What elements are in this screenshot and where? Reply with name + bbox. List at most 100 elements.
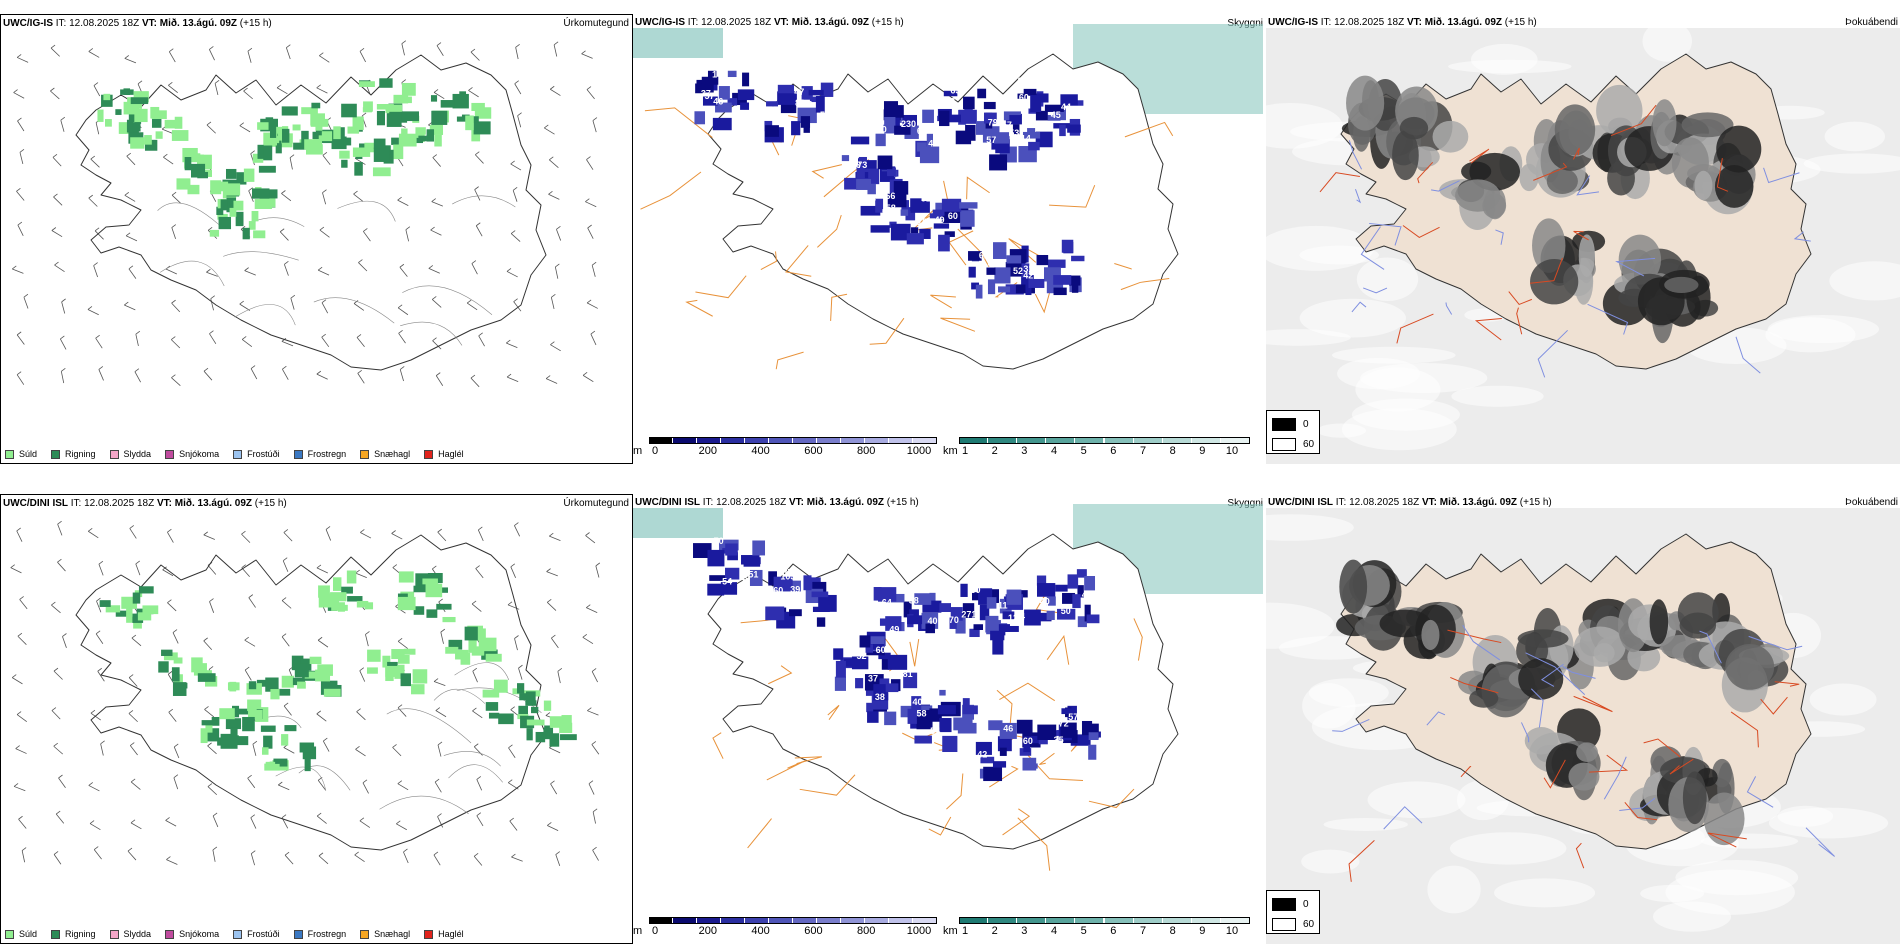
cloud-base-label: 54 [930, 726, 940, 736]
legend-label: Frostregn [307, 929, 347, 939]
cloud-base-label: 57 [1068, 712, 1078, 722]
colorbar-tick-label: 6 [1110, 445, 1117, 457]
colorbar-frame [959, 917, 1250, 924]
colorbar-tick-label: 1 [961, 925, 969, 937]
fog-key-swatch [1272, 438, 1296, 451]
legend-item: Slydda [109, 929, 152, 939]
cloud-base-label: 53 [1009, 128, 1019, 138]
cloud-base-label: 70 [987, 258, 997, 268]
fog-panel-row1: UWC/IG-IS IT: 12.08.2025 18Z VT: Mið. 13… [1266, 14, 1900, 464]
cloud-base-label: 46 [946, 582, 956, 592]
colorbar-segment [649, 437, 673, 444]
colorbar-segment [721, 437, 745, 444]
colorbar-segment [1104, 437, 1134, 444]
cloud-base-label: 70 [949, 615, 959, 625]
colorbar-segment [817, 437, 841, 444]
legend-item: Rigning [51, 449, 96, 459]
fog-key-swatch [1272, 418, 1296, 431]
colorbar-segment [1046, 917, 1076, 924]
colorbar-segment [1191, 917, 1221, 924]
cloud-base-label: 38 [875, 692, 885, 702]
fog-key-swatch [1272, 898, 1296, 911]
visibility-colorbar: km 1 2 3 4 5 6 7 8 9 10 [943, 437, 1250, 459]
cloud-base-label: 61 [917, 126, 927, 136]
colorbar-tick-label: 600 [804, 925, 823, 937]
visibility-panel-row1: UWC/IG-IS IT: 12.08.2025 18Z VT: Mið. 13… [633, 14, 1266, 464]
cloud-base-label: 57 [1002, 120, 1012, 130]
cloud-base-label: 47 [794, 87, 804, 97]
colorbar-unit: km [943, 925, 958, 937]
cloud-base-label: 45 [1051, 110, 1061, 120]
legend-swatch [293, 449, 303, 459]
cloud-base-label: 54 [722, 577, 732, 587]
legend-swatch [360, 929, 370, 939]
precip-map [10, 520, 601, 866]
legend-swatch [109, 929, 119, 939]
legend-label: Snæhagl [374, 449, 411, 459]
colorbar-segment [1075, 917, 1105, 924]
fog-key-label: 0 [1303, 419, 1309, 430]
colorbar-tick-label: 10 [1225, 925, 1239, 937]
visibility-panel-row2: UWC/DINI ISL IT: 12.08.2025 18Z VT: Mið.… [633, 494, 1266, 944]
cloud-base-label: 49 [934, 215, 944, 225]
legend-item: Frostregn [293, 929, 347, 939]
legend-swatch [360, 449, 370, 459]
legend-label: Haglél [438, 449, 464, 459]
legend-label: Súld [19, 929, 38, 939]
cloud-base-label: 66 [885, 191, 895, 201]
cloud-base-label: 44 [1015, 612, 1025, 622]
cloud-base-label: 57 [986, 135, 996, 145]
colorbar-tick-label: 6 [1110, 925, 1117, 937]
cloud-base-label: 230 [901, 119, 916, 129]
legend-item: Slydda [109, 449, 151, 459]
fog-panel-row2: UWC/DINI ISL IT: 12.08.2025 18Z VT: Mið.… [1266, 494, 1900, 944]
colorbar-tick-label: 7 [1139, 925, 1147, 937]
colorbar-segment [1017, 437, 1047, 444]
cloud-base-label: 108 [886, 575, 901, 585]
colorbar-unit: m [633, 445, 643, 457]
legend-swatch [51, 929, 61, 939]
legend-label: Slydda [123, 929, 152, 939]
cloud-base-label: 83 [1017, 234, 1027, 244]
cloud-base-label: 123 [1008, 613, 1023, 623]
colorbar-tick-label: 600 [804, 445, 823, 457]
cloud-base-label: 14 [1021, 134, 1031, 144]
colorbar-tick-label: 9 [1199, 925, 1206, 937]
cloud-base-label: 42 [904, 103, 914, 113]
cloud-base-label: 54 [882, 207, 892, 217]
colorbar-segment [1162, 917, 1192, 924]
legend-item: Snjókoma [165, 449, 219, 459]
colorbar-tick-label: 5 [1080, 925, 1087, 937]
panel-type-title: Þokuábendi [1845, 17, 1898, 28]
cloud-base-label: 42 [977, 750, 987, 760]
legend-label: Súld [19, 449, 38, 459]
colorbar-tick-label: 1000 [906, 445, 932, 457]
colorbar-tick-label: 800 [857, 925, 876, 937]
cloud-base-label: 42 [1023, 271, 1033, 281]
cloud-base-label: 159 [917, 217, 932, 227]
cloud-base-label: 43 [1082, 590, 1092, 600]
cloud-base-label: 58 [909, 596, 919, 606]
cloud-base-label: 49 [845, 161, 855, 171]
panel-header: UWC/IG-IS IT: 12.08.2025 18Z VT: Mið. 13… [3, 18, 272, 29]
cloud-base-label: 44 [1061, 102, 1071, 112]
cloud-base-label: 41 [1040, 602, 1050, 612]
colorbar-tick-label: 4 [1050, 445, 1058, 457]
precip-type-panel-row2: UWC/DINI ISL IT: 12.08.2025 18Z VT: Mið.… [0, 494, 633, 944]
cloud-base-label: 90 [938, 100, 948, 110]
legend-item: Súld [5, 449, 37, 459]
cloud-base-label: 60 [948, 211, 958, 221]
legend-item: Haglél [424, 929, 464, 939]
cloud-base-label: 88 [1018, 76, 1028, 86]
fog-key: 0 60 [1266, 410, 1320, 454]
cloud-base-label: 70 [714, 536, 724, 546]
cloud-base-label: 92 [921, 193, 931, 203]
colorbar-frame [959, 437, 1250, 444]
colorbar-tick-label: 200 [698, 925, 717, 937]
legend-item: Súld [5, 929, 37, 939]
panel-type-title: Þokuábendi [1845, 497, 1898, 508]
cloud-base-label: 35 [1054, 735, 1064, 745]
colorbar-segment [988, 917, 1018, 924]
precip-type-panel-row1: UWC/IG-IS IT: 12.08.2025 18Z VT: Mið. 13… [0, 14, 633, 464]
